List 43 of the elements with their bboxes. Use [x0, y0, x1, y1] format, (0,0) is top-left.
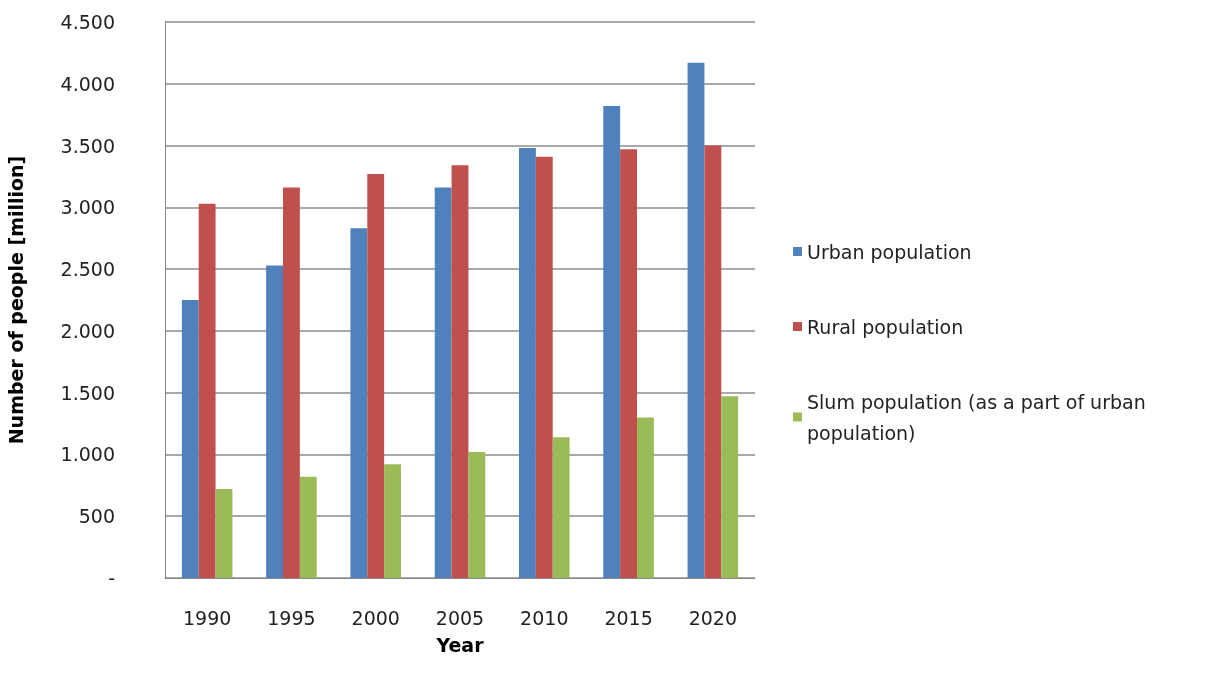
bar	[350, 228, 368, 578]
x-tick-label: 2015	[604, 606, 653, 629]
bar	[181, 300, 199, 578]
y-tick-label: 1.500	[60, 381, 115, 404]
y-tick-label: 500	[78, 505, 115, 528]
bar	[299, 476, 317, 578]
bar	[215, 489, 233, 578]
legend-label: Slum population (as a part of urban population)	[807, 390, 1152, 444]
bar	[687, 62, 705, 578]
y-tick-label: 2.500	[60, 258, 115, 281]
y-tick-label: -	[108, 567, 115, 589]
bar	[637, 417, 654, 578]
y-tick-label: 3.000	[60, 196, 115, 219]
bar	[552, 437, 570, 578]
x-tick-label: 2000	[351, 606, 400, 629]
bar	[434, 187, 452, 578]
x-tick-label: 1995	[267, 606, 316, 629]
bar	[704, 145, 722, 578]
bar	[603, 106, 621, 578]
bar	[535, 156, 553, 578]
bar	[266, 265, 283, 578]
bar	[384, 464, 401, 578]
bar	[283, 187, 300, 578]
y-tick-label: 4.000	[60, 72, 115, 95]
legend-label: Urban population	[807, 240, 972, 263]
bar	[468, 451, 486, 578]
x-tick-label: 2005	[435, 606, 485, 629]
bar	[721, 396, 739, 578]
y-tick-label: 4.500	[60, 11, 115, 33]
bar	[367, 173, 385, 578]
y-tick-label: 1.000	[60, 443, 115, 466]
x-tick-label: 1990	[182, 606, 232, 629]
legend-label: Rural population	[807, 315, 964, 338]
y-tick-label: 3.500	[60, 134, 115, 157]
bar	[451, 165, 469, 578]
y-axis-title: Number of people [million]	[4, 155, 27, 445]
y-tick-label: 2.000	[60, 319, 115, 342]
x-tick-label: 2010	[520, 606, 569, 629]
bar	[198, 203, 216, 578]
x-axis-title: Year	[435, 633, 485, 656]
x-tick-label: 2020	[688, 606, 738, 629]
bar	[519, 148, 536, 578]
bar	[620, 149, 637, 578]
